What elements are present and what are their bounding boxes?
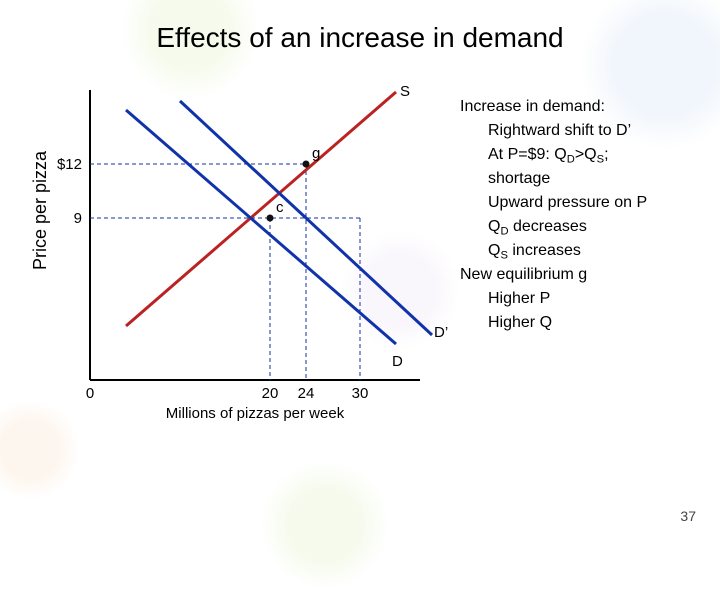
note-line: Higher Q: [460, 311, 710, 335]
note-line: Higher P: [460, 287, 710, 311]
note-line: QS increases: [460, 239, 710, 263]
svg-text:c: c: [276, 199, 284, 216]
note-line: QD decreases: [460, 215, 710, 239]
svg-text:20: 20: [262, 385, 279, 402]
svg-text:9: 9: [74, 210, 82, 227]
svg-text:D’: D’: [434, 324, 448, 341]
note-line: At P=$9: QD>QS;: [460, 143, 710, 167]
note-line: Increase in demand:: [460, 95, 710, 119]
note-line: Rightward shift to D’: [460, 119, 710, 143]
svg-text:Millions of pizzas per week: Millions of pizzas per week: [166, 405, 345, 422]
supply-demand-chart: c g S D D’ $12 9 0 20 24 30 Millions of pizzas per …: [0, 30, 460, 460]
notes-block: Increase in demand: Rightward shift to D…: [460, 95, 710, 335]
svg-text:$12: $12: [57, 156, 82, 173]
svg-text:30: 30: [352, 385, 369, 402]
page-number: 37: [680, 508, 696, 524]
note-line: Upward pressure on P: [460, 191, 710, 215]
svg-text:0: 0: [86, 385, 94, 402]
note-line: shortage: [460, 167, 710, 191]
svg-text:g: g: [312, 145, 320, 162]
bg-swirl: [260, 460, 390, 590]
svg-text:S: S: [400, 83, 410, 100]
svg-text:24: 24: [298, 385, 315, 402]
note-line: New equilibrium g: [460, 263, 710, 287]
svg-text:D: D: [392, 353, 403, 370]
